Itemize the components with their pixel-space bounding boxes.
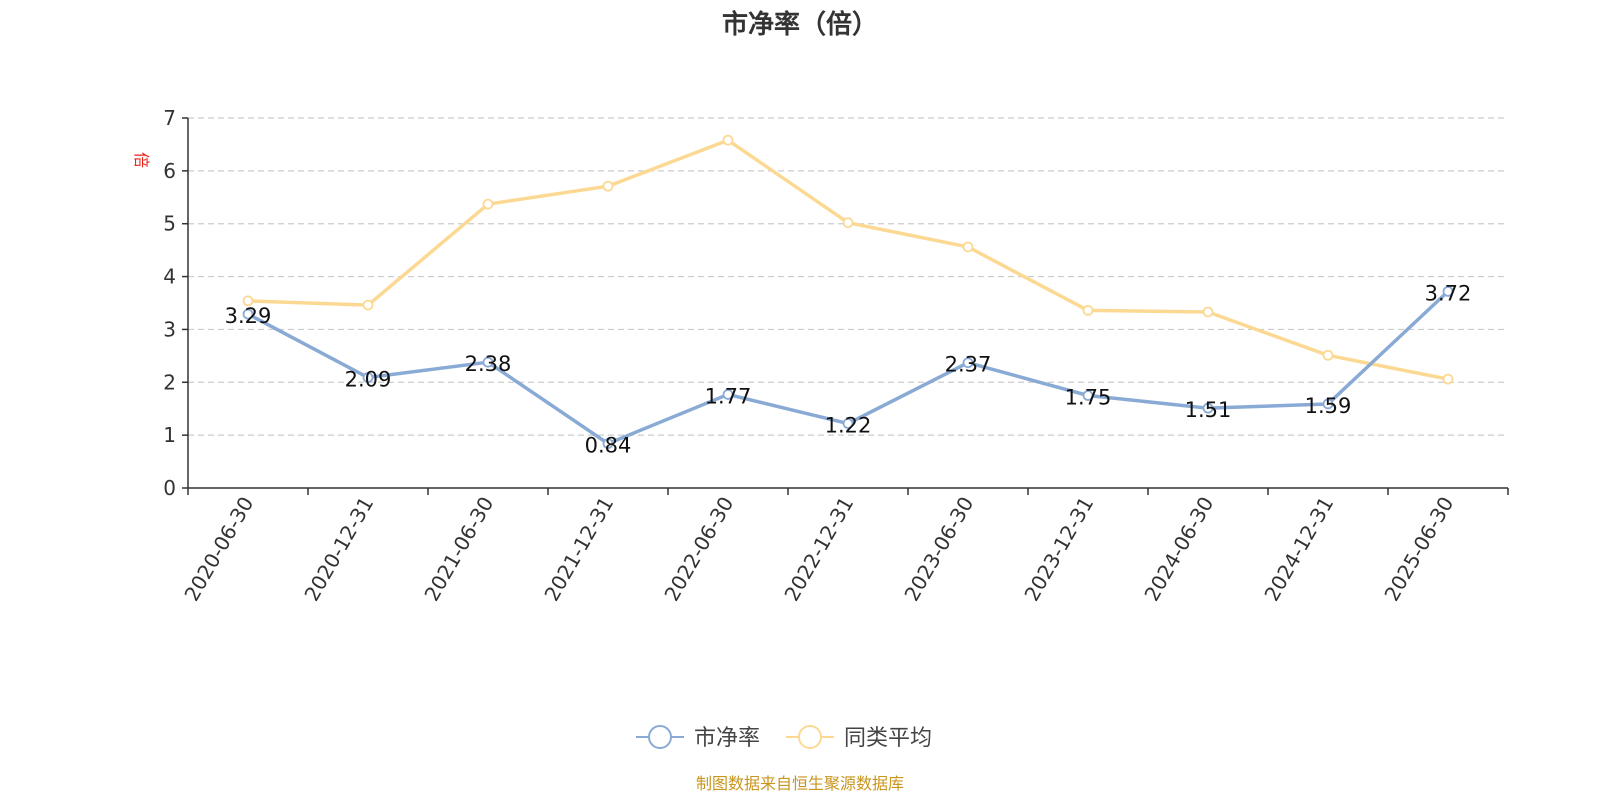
series-lines — [242, 134, 1454, 450]
x-tick-label: 2023-12-31 — [1019, 493, 1098, 606]
y-tick-label: 3 — [163, 317, 176, 341]
data-source-footer: 制图数据来自恒生聚源数据库 — [696, 774, 904, 793]
data-point-pb-ratio — [242, 308, 254, 320]
data-point-peer-average — [362, 299, 374, 311]
x-tick-label: 2021-06-30 — [419, 493, 498, 606]
chart-title: 市净率（倍） — [722, 9, 878, 40]
x-tick-label: 2025-06-30 — [1379, 493, 1458, 606]
series-line-peer-average — [246, 138, 1450, 381]
data-point-pb-ratio — [1082, 390, 1094, 401]
legend-item-peer-average[interactable]: 同类平均 — [786, 725, 932, 751]
y-axis-unit-label: 倍 — [132, 152, 151, 168]
axes: 0 1 2 3 4 5 6 7 2020-06-30 2020-12-31 2021-06-30 20… — [163, 106, 1509, 606]
data-point-peer-average — [1082, 304, 1094, 316]
data-label-pb-ratio: 1.77 — [705, 384, 752, 408]
data-label-pb-ratio: 2.38 — [465, 352, 512, 376]
data-label-pb-ratio: 0.84 — [585, 434, 632, 458]
legend-marker-icon — [798, 725, 822, 749]
legend-label: 市净率 — [694, 726, 760, 751]
data-point-peer-average — [842, 217, 854, 229]
data-point-peer-average — [482, 198, 494, 210]
data-label-pb-ratio: 3.72 — [1425, 281, 1472, 305]
data-label-pb-ratio: 1.75 — [1065, 386, 1112, 410]
y-tick-label: 7 — [163, 106, 176, 130]
x-tick-label: 2024-06-30 — [1139, 493, 1218, 606]
data-point-pb-ratio — [602, 438, 614, 450]
y-tick-label: 6 — [163, 159, 176, 183]
data-point-peer-average — [1322, 349, 1334, 361]
data-label-pb-ratio: 1.22 — [825, 414, 872, 438]
data-point-pb-ratio — [1322, 398, 1334, 410]
data-label-pb-ratio: 2.37 — [945, 353, 992, 377]
data-label-pb-ratio: 1.51 — [1185, 398, 1232, 422]
data-point-peer-average — [1442, 373, 1454, 385]
data-point-peer-average — [602, 180, 614, 192]
data-label-pb-ratio: 2.09 — [345, 368, 392, 392]
legend-marker-icon — [648, 725, 672, 749]
y-tick-label: 5 — [163, 212, 176, 236]
data-point-peer-average — [722, 134, 734, 146]
data-point-pb-ratio — [1202, 402, 1214, 414]
data-label-pb-ratio: 1.59 — [1305, 394, 1352, 418]
data-point-peer-average — [962, 241, 974, 253]
legend: 市净率 同类平均 — [636, 725, 932, 751]
data-point-peer-average — [242, 295, 254, 307]
y-tick-label: 2 — [163, 370, 176, 394]
data-point-pb-ratio — [482, 356, 494, 368]
data-point-pb-ratio — [962, 357, 974, 369]
x-tick-label: 2020-12-31 — [299, 493, 378, 606]
legend-item-pb-ratio[interactable]: 市净率 — [636, 725, 760, 751]
y-tick-label: 0 — [163, 476, 176, 500]
data-point-pb-ratio — [1442, 285, 1454, 297]
data-point-pb-ratio — [362, 372, 374, 383]
x-tick-label: 2021-12-31 — [539, 493, 618, 606]
data-point-peer-average — [1202, 306, 1214, 318]
data-point-pb-ratio — [722, 389, 734, 400]
legend-label: 同类平均 — [844, 726, 932, 751]
data-labels: 3.29 2.09 2.38 0.84 1.77 1.22 2.37 1.75 1.51 1.59… — [225, 281, 1472, 457]
x-tick-label: 2020-06-30 — [179, 493, 258, 606]
y-tick-label: 4 — [163, 265, 176, 289]
data-point-pb-ratio — [842, 418, 854, 429]
data-label-pb-ratio: 3.29 — [225, 304, 272, 328]
x-tick-label: 2022-12-31 — [779, 493, 858, 606]
y-tick-label: 1 — [163, 423, 176, 447]
x-tick-label: 2024-12-31 — [1259, 493, 1338, 606]
x-tick-label: 2022-06-30 — [659, 493, 738, 606]
x-tick-label: 2023-06-30 — [899, 493, 978, 606]
